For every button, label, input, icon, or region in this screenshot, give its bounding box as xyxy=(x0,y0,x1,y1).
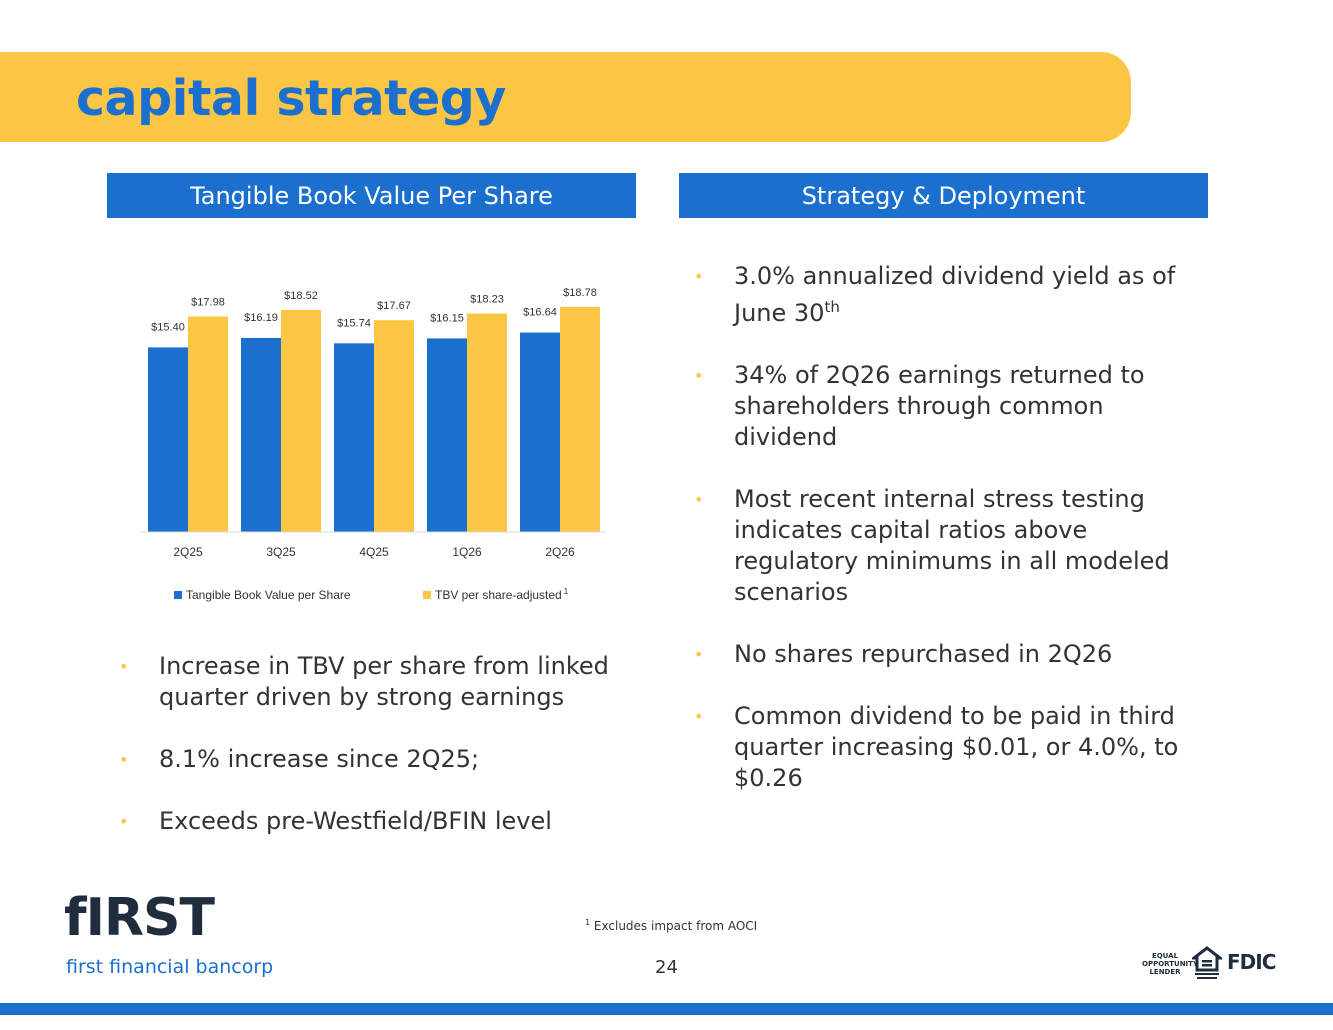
footnote-marker: 1 xyxy=(585,918,591,927)
bullet-icon: • xyxy=(119,657,129,676)
bar-tbv-adjusted-2Q25 xyxy=(188,316,228,532)
list-item: • Most recent internal stress testing ind… xyxy=(694,484,1204,608)
data-label: $18.78 xyxy=(563,287,597,299)
bottom-bar xyxy=(0,1003,1333,1015)
bullet-text: No shares repurchased in 2Q26 xyxy=(734,640,1113,668)
list-item: • 34% of 2Q26 earnings returned to shareh… xyxy=(694,360,1204,453)
list-item: • Increase in TBV per share from linked q… xyxy=(119,651,619,713)
bar-tbv-1Q26 xyxy=(427,338,467,532)
equal-housing-lender-icon xyxy=(1192,946,1222,979)
equal-opportunity-lender-badge: EQUAL OPPORTUNITY LENDER xyxy=(1142,952,1199,976)
x-tick-label: 3Q25 xyxy=(266,545,296,559)
list-item: • Exceeds pre-Westfield/BFIN level xyxy=(119,806,619,837)
bar-tbv-adjusted-1Q26 xyxy=(467,313,507,532)
title-band xyxy=(0,52,1131,142)
bar-tbv-adjusted-2Q26 xyxy=(560,306,600,532)
tbv-section-header: Tangible Book Value Per Share xyxy=(107,173,636,218)
bar-tbv-2Q25 xyxy=(148,347,188,532)
data-label: $18.52 xyxy=(284,290,318,302)
data-label: $16.15 xyxy=(430,312,464,324)
bullet-text: Most recent internal stress testing indi… xyxy=(734,485,1170,606)
strategy-bullet-list: • 3.0% annualized dividend yield as of Ju… xyxy=(694,261,1204,794)
bar-tbv-adjusted-4Q25 xyxy=(374,320,414,532)
strategy-section-header: Strategy & Deployment xyxy=(679,173,1208,218)
company-name: first financial bancorp xyxy=(66,956,274,978)
bullet-text: Common dividend to be paid in third quar… xyxy=(734,702,1179,792)
footnote: 1 Excludes impact from AOCI xyxy=(585,918,757,933)
data-label: $16.64 xyxy=(523,307,557,319)
bullet-text: 3.0% annualized dividend yield as of Jun… xyxy=(734,262,1176,327)
bar-tbv-3Q25 xyxy=(241,337,281,532)
fdic-logo: FDIC xyxy=(1227,950,1276,974)
bullet-icon: • xyxy=(694,490,704,509)
data-label: $16.19 xyxy=(244,312,278,324)
list-item: • 3.0% annualized dividend yield as of Ju… xyxy=(694,261,1204,329)
bullet-icon: • xyxy=(694,707,704,726)
bar-tbv-adjusted-3Q25 xyxy=(281,310,321,532)
page-title: capital strategy xyxy=(76,70,506,127)
bullet-icon: • xyxy=(694,267,704,286)
x-tick-label: 1Q26 xyxy=(452,545,482,559)
bullet-icon: • xyxy=(119,750,129,769)
data-label: $17.98 xyxy=(191,296,225,308)
bullet-icon: • xyxy=(694,366,704,385)
legend-swatch xyxy=(423,591,431,599)
bullet-text: 34% of 2Q26 earnings returned to shareho… xyxy=(734,361,1145,451)
bar-tbv-2Q26 xyxy=(520,332,560,532)
bullet-icon: • xyxy=(119,812,129,831)
bullet-text: Increase in TBV per share from linked qu… xyxy=(159,652,609,711)
x-tick-label: 2Q26 xyxy=(545,545,575,559)
company-logo: fIRST xyxy=(64,888,215,948)
legend-label: Tangible Book Value per Share xyxy=(186,588,351,602)
bullet-text: 8.1% increase since 2Q25; xyxy=(159,745,480,773)
data-label: $15.74 xyxy=(337,317,371,329)
footnote-text: Excludes impact from AOCI xyxy=(590,919,758,933)
legend-swatch xyxy=(174,591,182,599)
page-number: 24 xyxy=(655,957,678,978)
bullet-text: Exceeds pre-Westfield/BFIN level xyxy=(159,807,552,835)
data-label: $17.67 xyxy=(377,300,411,312)
tbv-bar-chart: $15.40 $17.98 2Q25 $16.19 $18.52 3Q25 $15.74 $1… xyxy=(140,287,606,602)
legend-label: TBV per share-adjusted 1 xyxy=(435,587,569,602)
superscript: th xyxy=(824,298,840,316)
data-label: $18.23 xyxy=(470,293,504,305)
list-item: • 8.1% increase since 2Q25; xyxy=(119,744,619,775)
x-tick-label: 2Q25 xyxy=(173,545,203,559)
tbv-bullet-list: • Increase in TBV per share from linked q… xyxy=(119,651,619,837)
list-item: • Common dividend to be paid in third qua… xyxy=(694,701,1204,794)
list-item: • No shares repurchased in 2Q26 xyxy=(694,639,1204,670)
bar-tbv-4Q25 xyxy=(334,343,374,532)
data-label: $15.40 xyxy=(151,321,185,333)
x-tick-label: 4Q25 xyxy=(359,545,389,559)
bullet-icon: • xyxy=(694,645,704,664)
